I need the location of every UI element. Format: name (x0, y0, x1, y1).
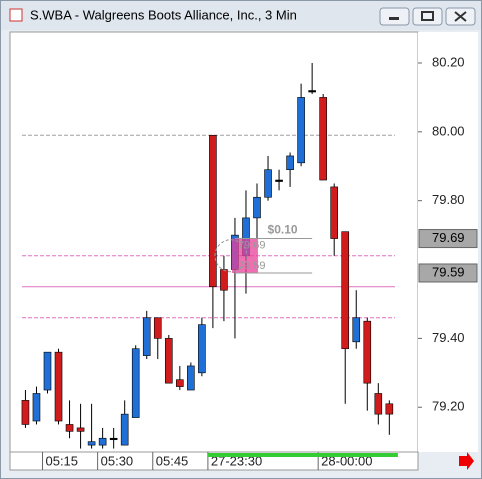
candle-body (363, 320, 372, 384)
candle-body (187, 365, 195, 391)
candle-body (109, 437, 118, 441)
candle-body (341, 231, 350, 350)
candle-body (275, 179, 283, 182)
candle-body (264, 169, 272, 198)
candle-body (21, 400, 30, 425)
price-box (418, 263, 478, 283)
measure-label: $0.10 (268, 223, 298, 237)
maximize-button[interactable] (412, 7, 443, 26)
candle-body (286, 155, 294, 171)
candle-body (98, 437, 107, 446)
candle-body (54, 351, 63, 422)
candle-body (308, 90, 316, 93)
measure-from: 79.69 (238, 239, 266, 251)
candle-body (297, 97, 305, 164)
price-box-label: 79.59 (432, 264, 465, 279)
measure-to: 79.59 (238, 260, 266, 272)
candle-body (120, 413, 129, 446)
session-bar (207, 453, 398, 457)
x-tick-label: 05:15 (45, 453, 78, 468)
x-tick-label: 28-00:00 (321, 453, 372, 468)
candle-body (385, 403, 394, 415)
candle-body (32, 393, 41, 422)
minimize-button[interactable] (379, 7, 410, 26)
candle-body (330, 186, 338, 239)
price-box-label: 79.69 (432, 230, 465, 245)
x-tick-label: 05:30 (101, 453, 134, 468)
maximize-icon (421, 11, 434, 21)
candle-body (76, 427, 85, 432)
app-icon (9, 8, 23, 22)
candle-body (209, 134, 217, 288)
candle-body (65, 424, 74, 432)
candle-body (253, 196, 261, 219)
candle-body (43, 351, 52, 391)
candle-body (198, 324, 206, 374)
price-box (418, 229, 478, 249)
candle-body (319, 97, 327, 181)
candle-body (176, 379, 184, 387)
y-tick-label: 80.00 (432, 123, 465, 138)
x-tick-label: 05:45 (156, 453, 189, 468)
y-tick-label: 79.40 (432, 330, 465, 345)
y-tick-label: 79.80 (432, 192, 465, 207)
candle-body (153, 317, 162, 339)
measure-box (231, 238, 258, 273)
y-tick-label: 80.20 (432, 54, 465, 69)
candle-body (374, 393, 383, 415)
candle-body (131, 348, 140, 418)
candle-body (220, 269, 228, 291)
close-icon (454, 11, 467, 22)
y-tick-label: 79.20 (432, 399, 465, 414)
window-title: S.WBA - Walgreens Boots Alliance, Inc., … (30, 7, 297, 22)
candle-body (352, 317, 361, 343)
candle-body (87, 441, 96, 446)
minimize-icon (389, 17, 399, 20)
x-tick-label: 27-23:30 (211, 453, 262, 468)
candle-body (142, 317, 151, 356)
candle-body (164, 338, 173, 384)
scroll-arrow[interactable] (459, 452, 474, 470)
